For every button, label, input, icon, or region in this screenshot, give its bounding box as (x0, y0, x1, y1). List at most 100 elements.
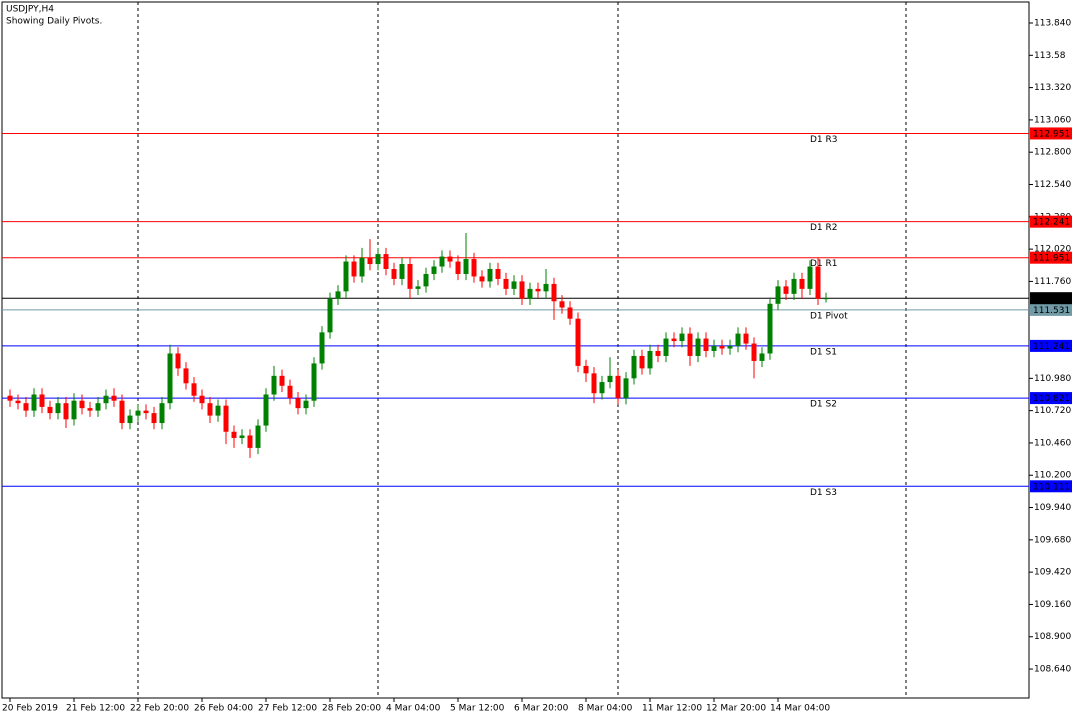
pivot-price-box (1030, 339, 1072, 352)
candle-body (207, 403, 213, 416)
candle-body (823, 298, 829, 300)
candle-body (487, 268, 493, 282)
candle-body (607, 375, 613, 383)
candle-body (471, 259, 477, 277)
candle-body (71, 400, 77, 420)
pivot-price-label: 111.951 (1033, 254, 1070, 264)
candle-body (311, 363, 317, 401)
candle-body (295, 398, 301, 409)
candle-body (335, 291, 341, 299)
candle-body (759, 353, 765, 361)
candle-body (647, 350, 653, 369)
candle-body (271, 375, 277, 395)
pivot-label: D1 S2 (810, 400, 837, 410)
candle-body (55, 403, 61, 414)
candle-body (351, 261, 357, 277)
pivot-label: D1 R2 (810, 223, 838, 233)
y-tick-label: 113.840 (1034, 18, 1071, 28)
candle-body (303, 400, 309, 409)
pivot-price-label: 111.241 (1033, 342, 1070, 352)
x-tick-label: 8 Mar 04:00 (578, 704, 633, 714)
candle-body (231, 431, 237, 438)
pivot-price-box (1030, 127, 1072, 140)
candle-body (623, 378, 629, 399)
chart-title: USDJPY,H4 (6, 5, 54, 15)
x-tick-label: 20 Feb 2019 (2, 704, 58, 714)
pivot-price-box (1030, 303, 1072, 316)
candle-body (439, 256, 445, 267)
pivot-price-label: 110.821 (1033, 394, 1070, 404)
candle-body (751, 343, 757, 361)
candle-body (583, 365, 589, 374)
candle-body (535, 288, 541, 292)
y-tick-label: 110.720 (1034, 406, 1071, 416)
pivot-label: D1 R1 (810, 259, 838, 269)
plot-frame (1, 1, 1030, 699)
x-tick-label: 27 Feb 12:00 (258, 704, 317, 714)
y-tick-label: 111.760 (1034, 277, 1071, 287)
candle-body (159, 403, 165, 424)
y-tick-label: 112.020 (1034, 245, 1071, 255)
candle-body (423, 273, 429, 287)
candle-body (631, 355, 637, 379)
x-tick-label: 11 Mar 12:00 (642, 704, 702, 714)
x-tick-label: 12 Mar 20:00 (706, 704, 766, 714)
candle-body (479, 276, 485, 282)
candle-body (655, 350, 661, 356)
candle-body (591, 373, 597, 394)
y-tick-label: 113.320 (1034, 83, 1071, 93)
candle-body (703, 338, 709, 351)
y-tick-label: 110.980 (1034, 374, 1071, 384)
candle-body (327, 298, 333, 333)
y-tick-label: 109.160 (1034, 600, 1071, 610)
candle-body (79, 400, 85, 409)
candle-body (191, 383, 197, 396)
candle-body (495, 268, 501, 279)
candle-body (279, 375, 285, 386)
candle-body (791, 278, 797, 294)
y-tick-label: 108.640 (1034, 665, 1071, 675)
candle-body (39, 394, 45, 407)
candle-body (103, 395, 109, 404)
last-price-label: 111.625 (1033, 294, 1070, 304)
candle-body (503, 278, 509, 289)
pivot-label: D1 R3 (810, 135, 838, 145)
candle-body (23, 403, 29, 411)
candle-body (431, 266, 437, 274)
chart-subtitle: Showing Daily Pivots. (6, 17, 102, 27)
candle-body (687, 333, 693, 356)
candle-body (31, 394, 37, 411)
axes: 113.840 113.58 113.320 113.060 112.800 112.54… (2, 18, 1072, 714)
candle-body (111, 395, 117, 401)
candle-body (783, 286, 789, 294)
x-tick-label: 28 Feb 20:00 (322, 704, 381, 714)
pivot-price-box (1030, 215, 1072, 228)
x-tick-label: 14 Mar 04:00 (770, 704, 830, 714)
candle-body (175, 353, 181, 369)
candle-body (663, 338, 669, 356)
candles (7, 232, 829, 458)
candle-body (463, 259, 469, 274)
x-tick-label: 21 Feb 12:00 (66, 704, 125, 714)
candle-body (119, 400, 125, 424)
x-tick-label: 6 Mar 20:00 (514, 704, 569, 714)
last-price-box (1030, 292, 1072, 305)
y-tick-label: 112.540 (1034, 180, 1071, 190)
candle-body (567, 307, 573, 319)
candle-body (711, 346, 717, 351)
candle-body (239, 435, 245, 438)
candle-body (383, 254, 389, 269)
candle-body (727, 346, 733, 349)
candle-body (87, 408, 93, 411)
candle-body (415, 286, 421, 289)
y-tick-label: 112.800 (1034, 148, 1071, 158)
candle-body (559, 301, 565, 308)
candle-body (343, 261, 349, 292)
y-tick-label: 113.060 (1034, 115, 1071, 125)
candle-body (399, 264, 405, 279)
candle-body (255, 425, 261, 448)
candle-body (319, 332, 325, 364)
y-tick-label: 110.200 (1034, 471, 1071, 481)
x-tick-label: 4 Mar 04:00 (386, 704, 441, 714)
